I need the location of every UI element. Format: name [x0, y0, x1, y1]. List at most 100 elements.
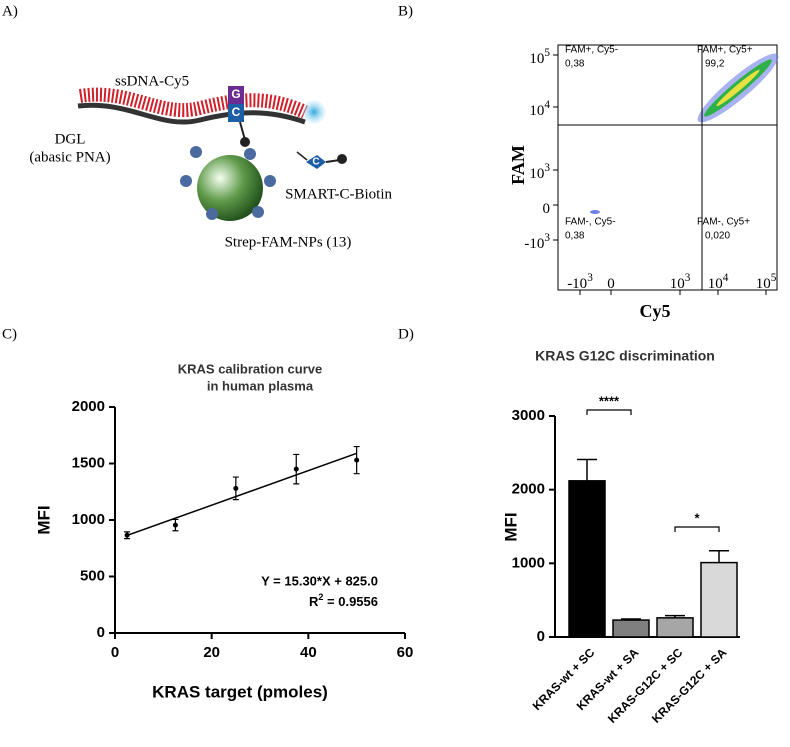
x-tick-label: KRAS-G12C + SC — [605, 645, 686, 726]
quadrant-value: 99,2 — [705, 59, 725, 70]
x-axis-title: Cy5 — [640, 301, 671, 321]
x-tick-label: 20 — [203, 644, 220, 661]
bar — [612, 619, 650, 638]
density — [716, 69, 760, 107]
base: 10 — [756, 276, 771, 292]
exponent: 3 — [544, 232, 550, 244]
biotin — [337, 154, 347, 164]
panel-label: D) — [398, 326, 414, 342]
quadrant-value: 0,020 — [705, 231, 730, 242]
ssdna-strand — [78, 87, 308, 119]
fam-dyes — [180, 146, 276, 220]
panel-b: B) Cy5 FAM — [398, 3, 779, 321]
label: DGL — [55, 131, 86, 147]
exponent: 3 — [587, 272, 593, 284]
panel-label: A) — [2, 3, 18, 19]
x-tick-label: 60 — [397, 644, 414, 661]
point — [233, 485, 239, 491]
density — [590, 210, 600, 214]
exponent: 5 — [771, 272, 777, 284]
quadrant-name: FAM+, Cy5+ — [697, 45, 753, 56]
base-box — [228, 86, 244, 104]
label: SMART-C-Biotin — [285, 186, 392, 202]
base: 0 — [607, 276, 615, 292]
tick-label: -103 — [524, 232, 550, 253]
y-tick-label: 1000 — [512, 554, 545, 571]
quadrant-name: FAM-, Cy5- — [565, 217, 616, 228]
bar — [656, 617, 694, 638]
base: 10 — [529, 103, 544, 119]
y-axis-title: MFI — [501, 512, 520, 541]
base: 10 — [529, 51, 544, 67]
panel-label: B) — [398, 3, 413, 19]
dgl-strand — [77, 102, 306, 125]
x-tick-label: 0 — [111, 644, 119, 661]
point — [293, 466, 299, 472]
quadrant-name: FAM-, Cy5+ — [697, 217, 750, 228]
exponent: 3 — [544, 162, 550, 174]
bar — [700, 561, 738, 638]
y-axis-title: MFI — [34, 505, 53, 534]
base: 10 — [529, 166, 544, 182]
x-tick-label: 40 — [300, 644, 317, 661]
fit-line — [126, 452, 357, 537]
smart-base-box — [306, 155, 326, 169]
exponent: 2 — [318, 592, 323, 602]
y-tick-label: 1500 — [72, 454, 105, 471]
chart-title: KRAS G12C discrimination — [535, 348, 715, 364]
chart-title: in human plasma — [207, 378, 314, 393]
significance-label: **** — [599, 393, 620, 408]
base: -10 — [524, 236, 544, 252]
exponent: 4 — [723, 272, 729, 284]
label: ssDNA-Cy5 — [115, 73, 189, 89]
tick-label: 0 — [543, 201, 551, 217]
tick-label: 104 — [708, 272, 729, 293]
arrow — [296, 151, 308, 161]
y-tick-label: 1000 — [72, 511, 105, 528]
x-tick-label: KRAS-G12C + SA — [649, 645, 730, 726]
equation: Y = 15.30*X + 825.0 — [261, 573, 378, 588]
exponent: 4 — [544, 99, 550, 111]
y-tick-label: 3000 — [512, 407, 545, 424]
tick-label: 103 — [670, 272, 691, 293]
tick-label: 0 — [607, 276, 615, 292]
point — [124, 532, 130, 538]
cy5-dye — [302, 100, 326, 124]
significance-bracket — [674, 526, 720, 532]
tick-label: -103 — [567, 272, 593, 293]
significance-label: * — [694, 510, 700, 525]
r-squared: R2 = 0.9556 — [309, 592, 378, 609]
y-tick-label: 500 — [80, 567, 105, 584]
y-axis-title: FAM — [508, 145, 528, 185]
y-tick-label: 2000 — [512, 481, 545, 498]
quadrant-value: 0,38 — [565, 59, 585, 70]
linker — [239, 121, 246, 141]
base: G — [231, 87, 240, 101]
y-tick-label: 0 — [97, 624, 105, 641]
biotin — [240, 137, 250, 147]
nanoparticle — [197, 155, 263, 221]
y-tick-label: 0 — [537, 628, 545, 645]
quadrant-value: 0,38 — [565, 231, 585, 242]
tick-label: 105 — [529, 47, 550, 68]
error-bar — [709, 550, 729, 563]
bar — [568, 480, 606, 638]
chart-title: KRAS calibration curve — [178, 361, 323, 376]
error-bar — [577, 458, 597, 481]
quadrant-name: FAM+, Cy5- — [565, 45, 618, 56]
x-axis-title: KRAS target (pmoles) — [152, 682, 328, 701]
point — [172, 522, 178, 528]
tick-label: 103 — [529, 162, 550, 183]
base: 10 — [708, 276, 723, 292]
base: -10 — [567, 276, 587, 292]
text: = 0.9556 — [323, 594, 378, 609]
base-box — [228, 104, 244, 122]
y-tick-label: 2000 — [72, 398, 105, 415]
panel-label: C) — [2, 326, 17, 342]
exponent: 5 — [544, 47, 550, 59]
point — [354, 457, 360, 463]
exponent: 3 — [685, 272, 691, 284]
base: R — [309, 594, 319, 609]
panel-a: A) G C C ssDNA-Cy5 DGL (abasic PNA) SMAR… — [2, 3, 392, 250]
